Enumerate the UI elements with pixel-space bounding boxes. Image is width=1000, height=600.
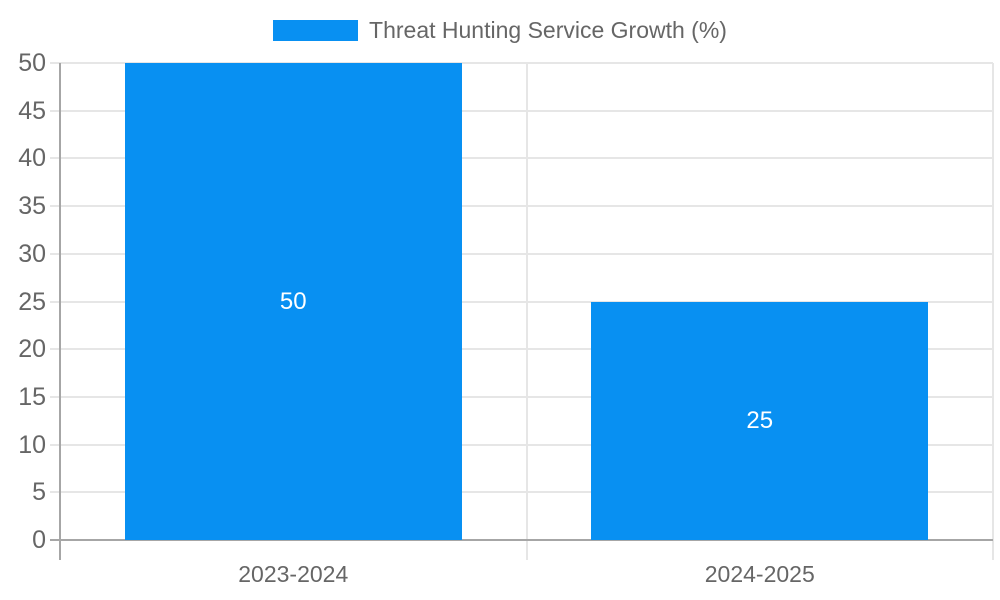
y-tick-label: 10 — [18, 430, 46, 459]
y-tick-label: 15 — [18, 382, 46, 411]
legend-label: Threat Hunting Service Growth (%) — [369, 17, 727, 43]
bar-value-label: 25 — [746, 406, 774, 434]
x-tick-label: 2023-2024 — [238, 561, 349, 587]
x-gridline — [525, 63, 528, 560]
y-tick-mark — [50, 157, 60, 160]
y-tick-mark — [50, 491, 60, 494]
bar-2023-2024[interactable]: 50 — [124, 63, 462, 540]
bar-value-label: 50 — [279, 287, 307, 315]
y-tick-mark — [50, 300, 60, 303]
y-tick-label: 35 — [18, 192, 46, 221]
legend-swatch — [273, 20, 359, 41]
y-tick-label: 25 — [18, 287, 46, 316]
y-tick-label: 50 — [18, 49, 46, 77]
y-tick-label: 5 — [32, 478, 46, 507]
x-axis-line — [60, 539, 993, 541]
chart-legend[interactable]: Threat Hunting Service Growth (%) — [0, 17, 1000, 44]
y-tick-mark — [50, 539, 60, 541]
y-tick-mark — [50, 109, 60, 112]
y-tick-mark — [50, 348, 60, 351]
y-tick-label: 40 — [18, 144, 46, 173]
y-tick-label: 0 — [32, 526, 46, 554]
x-tick-label: 2024-2025 — [704, 561, 815, 587]
y-tick-label: 45 — [18, 96, 46, 125]
y-tick-mark — [50, 443, 60, 446]
y-tick-label: 30 — [18, 239, 46, 268]
x-gridline — [992, 63, 994, 560]
bar-2024-2025[interactable]: 25 — [591, 301, 929, 540]
y-tick-label: 20 — [18, 335, 46, 364]
y-axis-line — [59, 63, 61, 560]
y-tick-mark — [50, 395, 60, 398]
y-tick-mark — [50, 205, 60, 208]
y-tick-mark — [50, 252, 60, 255]
y-tick-mark — [50, 62, 60, 64]
plot-area: 0 5 10 15 20 25 30 35 40 45 50 50 2023-2024 25 2024-20… — [18, 49, 994, 587]
